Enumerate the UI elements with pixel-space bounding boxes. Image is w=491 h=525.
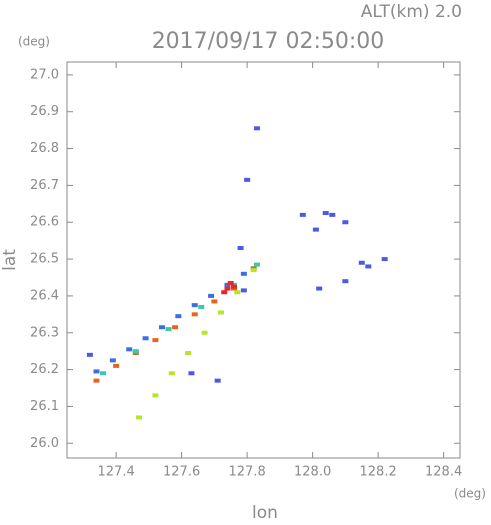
y-tick-label: 26.7 bbox=[30, 178, 59, 193]
echo-point bbox=[227, 281, 234, 286]
echo-point bbox=[100, 371, 107, 376]
echo-point bbox=[86, 352, 93, 357]
echo-point bbox=[224, 286, 231, 291]
echo-point bbox=[211, 299, 218, 304]
altitude-label: ALT(km) 2.0 bbox=[361, 2, 462, 22]
y-tick-label: 26.2 bbox=[30, 362, 59, 377]
x-unit: (deg) bbox=[454, 487, 486, 501]
echo-point bbox=[342, 279, 349, 284]
echo-point bbox=[214, 378, 221, 383]
x-tick-label: 128.2 bbox=[360, 465, 397, 480]
echo-point bbox=[158, 325, 165, 330]
echo-point bbox=[329, 212, 336, 217]
echo-point bbox=[250, 268, 257, 273]
x-tick-label: 128.4 bbox=[425, 465, 462, 480]
echo-point bbox=[172, 325, 179, 330]
echo-point bbox=[109, 358, 116, 363]
echo-point bbox=[234, 290, 241, 295]
echo-point bbox=[365, 264, 372, 269]
y-tick-label: 26.4 bbox=[30, 288, 59, 303]
echo-point bbox=[113, 363, 120, 368]
echo-point bbox=[240, 288, 247, 293]
echo-point bbox=[188, 371, 195, 376]
y-tick-label: 26.6 bbox=[30, 215, 59, 230]
echo-point bbox=[165, 327, 172, 332]
x-tick-label: 128.0 bbox=[294, 465, 331, 480]
echo-point bbox=[93, 378, 100, 383]
echo-point bbox=[237, 246, 244, 251]
echo-point bbox=[217, 310, 224, 315]
echo-point bbox=[152, 338, 159, 343]
x-tick-label: 127.4 bbox=[98, 465, 135, 480]
echo-point bbox=[132, 349, 139, 354]
echo-point bbox=[198, 304, 205, 309]
echo-point bbox=[299, 212, 306, 217]
x-axis-label: lon bbox=[252, 503, 278, 521]
echo-point bbox=[168, 371, 175, 376]
y-unit: (deg) bbox=[18, 35, 50, 49]
echo-point bbox=[221, 290, 228, 295]
echo-point bbox=[253, 262, 260, 267]
echo-point bbox=[244, 177, 251, 182]
echo-point bbox=[191, 303, 198, 308]
y-tick-label: 26.8 bbox=[30, 141, 59, 156]
echo-point bbox=[316, 286, 323, 291]
echo-point bbox=[381, 257, 388, 262]
echo-point bbox=[240, 271, 247, 276]
echo-point bbox=[208, 293, 215, 298]
echo-point bbox=[253, 126, 260, 131]
y-tick-label: 26.0 bbox=[30, 436, 59, 451]
plot-frame bbox=[66, 61, 461, 459]
echo-point bbox=[322, 211, 329, 216]
echo-point bbox=[185, 351, 192, 356]
echo-point bbox=[142, 336, 149, 341]
y-tick-label: 27.0 bbox=[30, 67, 59, 82]
echo-point bbox=[175, 314, 182, 319]
y-tick-label: 26.9 bbox=[30, 104, 59, 119]
echo-point bbox=[136, 415, 143, 420]
x-tick-label: 127.6 bbox=[163, 465, 200, 480]
echo-point bbox=[191, 312, 198, 317]
echo-point bbox=[358, 260, 365, 265]
echo-point bbox=[224, 282, 231, 287]
y-tick-label: 26.1 bbox=[30, 399, 59, 414]
y-axis-label: lat bbox=[0, 249, 20, 271]
echo-point bbox=[312, 227, 319, 232]
chart-title: 2017/09/17 02:50:00 bbox=[152, 29, 385, 54]
echo-point bbox=[201, 330, 208, 335]
echo-point bbox=[126, 347, 133, 352]
echo-point bbox=[93, 369, 100, 374]
x-tick-label: 127.8 bbox=[229, 465, 266, 480]
echo-point bbox=[231, 284, 238, 289]
y-tick-label: 26.5 bbox=[30, 252, 59, 267]
y-tick-label: 26.3 bbox=[30, 325, 59, 340]
echo-point bbox=[152, 393, 159, 398]
echo-point bbox=[342, 220, 349, 225]
